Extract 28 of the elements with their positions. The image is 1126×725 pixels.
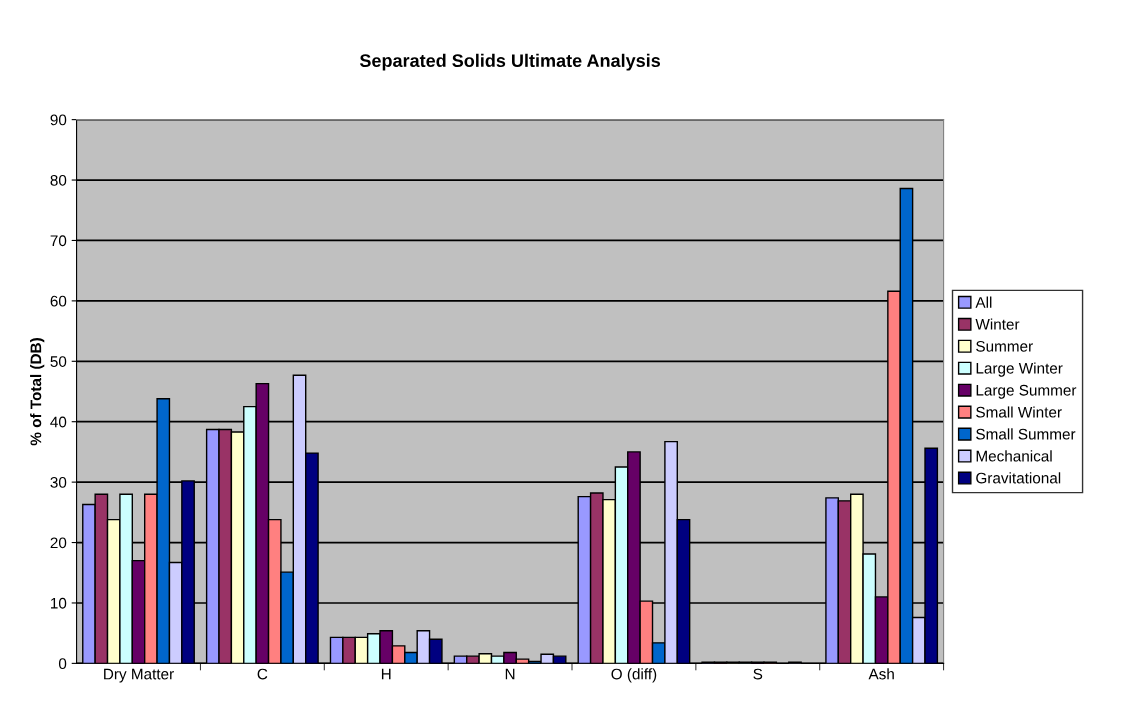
y-tick-label: 0 (58, 658, 67, 670)
legend-label: Large Summer (976, 384, 1077, 399)
legend-label: Summer (976, 340, 1033, 352)
legend-label: Small Winter (976, 406, 1062, 418)
x-tick-label: Ash (868, 668, 894, 680)
legend-label: Large Winter (976, 362, 1063, 377)
y-tick-label: 30 (50, 476, 67, 488)
x-tick-label: H (381, 668, 391, 680)
y-axis-title: % of Total (DB) (30, 338, 45, 446)
legend-label: All (975, 296, 992, 308)
y-tick-label: 20 (50, 537, 67, 549)
y-tick-label: 40 (50, 416, 67, 428)
x-tick-label: Dry Matter (104, 668, 174, 683)
legend-label: Small Summer (976, 428, 1076, 440)
y-tick-label: 10 (51, 597, 67, 609)
legend-label: Winter (975, 318, 1020, 330)
x-tick-label: O (diff) (611, 668, 657, 683)
legend-label: Gravitational (976, 472, 1061, 484)
y-tick-label: 60 (50, 295, 67, 307)
x-tick-label: N (505, 668, 515, 680)
x-tick-label: S (753, 668, 763, 680)
y-tick-label: 70 (50, 235, 67, 247)
x-tick-label: C (257, 668, 268, 680)
y-tick-label: 90 (50, 114, 67, 126)
y-tick-label: 80 (50, 174, 67, 186)
chart-title: Separated Solids Ultimate Analysis (359, 53, 661, 71)
legend-label: Mechanical (976, 450, 1052, 462)
y-tick-label: 50 (50, 356, 67, 367)
